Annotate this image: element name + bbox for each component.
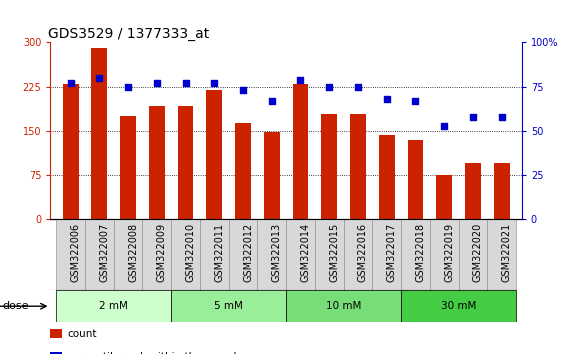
Bar bbox=[286, 219, 315, 290]
Point bbox=[353, 84, 362, 90]
Point bbox=[296, 77, 305, 82]
Bar bbox=[407, 140, 424, 219]
Bar bbox=[315, 219, 343, 290]
Text: GSM322014: GSM322014 bbox=[301, 223, 310, 282]
Text: GSM322011: GSM322011 bbox=[214, 223, 224, 282]
Bar bbox=[379, 135, 394, 219]
Bar bbox=[494, 164, 509, 219]
Text: 10 mM: 10 mM bbox=[326, 301, 361, 311]
Bar bbox=[257, 219, 286, 290]
Bar bbox=[50, 353, 62, 354]
Bar bbox=[343, 219, 373, 290]
Text: GSM322012: GSM322012 bbox=[243, 223, 253, 282]
Point bbox=[468, 114, 477, 120]
Bar bbox=[171, 219, 200, 290]
Point bbox=[153, 80, 162, 86]
Bar bbox=[401, 219, 430, 290]
Text: GSM322008: GSM322008 bbox=[128, 223, 138, 282]
Bar bbox=[293, 84, 309, 219]
Point bbox=[325, 84, 334, 90]
Text: GSM322016: GSM322016 bbox=[358, 223, 368, 282]
Bar bbox=[178, 105, 194, 219]
Bar bbox=[373, 219, 401, 290]
Text: 2 mM: 2 mM bbox=[99, 301, 128, 311]
Text: 30 mM: 30 mM bbox=[441, 301, 476, 311]
Point bbox=[238, 87, 247, 93]
Text: GSM322020: GSM322020 bbox=[473, 223, 483, 282]
Bar bbox=[465, 164, 481, 219]
Text: dose: dose bbox=[3, 301, 29, 311]
Text: GSM322006: GSM322006 bbox=[71, 223, 81, 282]
Text: GDS3529 / 1377333_at: GDS3529 / 1377333_at bbox=[48, 28, 209, 41]
Bar bbox=[56, 219, 85, 290]
Bar bbox=[321, 114, 337, 219]
Text: GSM322019: GSM322019 bbox=[444, 223, 454, 282]
Bar bbox=[430, 219, 458, 290]
Bar bbox=[114, 219, 142, 290]
Text: percentile rank within the sample: percentile rank within the sample bbox=[67, 352, 243, 354]
Bar bbox=[286, 290, 401, 322]
Bar bbox=[206, 90, 222, 219]
Text: GSM322017: GSM322017 bbox=[387, 223, 397, 282]
Bar bbox=[458, 219, 488, 290]
Point bbox=[382, 96, 391, 102]
Point bbox=[210, 80, 219, 86]
Point bbox=[497, 114, 506, 120]
Bar bbox=[235, 123, 251, 219]
Bar bbox=[56, 290, 171, 322]
Text: GSM322013: GSM322013 bbox=[272, 223, 282, 282]
Bar bbox=[91, 48, 107, 219]
Bar bbox=[120, 116, 136, 219]
Bar bbox=[350, 114, 366, 219]
Point bbox=[440, 123, 449, 129]
Bar bbox=[63, 84, 79, 219]
Bar bbox=[488, 219, 516, 290]
Point bbox=[123, 84, 132, 90]
Bar bbox=[142, 219, 171, 290]
Bar bbox=[200, 219, 229, 290]
Bar bbox=[50, 329, 62, 338]
Bar bbox=[149, 105, 165, 219]
Text: count: count bbox=[67, 329, 96, 339]
Point bbox=[95, 75, 104, 81]
Text: GSM322010: GSM322010 bbox=[186, 223, 196, 282]
Bar bbox=[264, 132, 279, 219]
Point bbox=[267, 98, 276, 104]
Text: GSM322021: GSM322021 bbox=[502, 223, 512, 282]
Point bbox=[66, 80, 75, 86]
Text: GSM322015: GSM322015 bbox=[329, 223, 339, 282]
Bar bbox=[229, 219, 257, 290]
Bar bbox=[171, 290, 286, 322]
Bar bbox=[85, 219, 114, 290]
Text: GSM322018: GSM322018 bbox=[415, 223, 425, 282]
Text: GSM322007: GSM322007 bbox=[99, 223, 109, 282]
Point bbox=[411, 98, 420, 104]
Point bbox=[181, 80, 190, 86]
Text: GSM322009: GSM322009 bbox=[157, 223, 167, 282]
Bar bbox=[436, 175, 452, 219]
Text: 5 mM: 5 mM bbox=[214, 301, 243, 311]
Bar bbox=[401, 290, 516, 322]
